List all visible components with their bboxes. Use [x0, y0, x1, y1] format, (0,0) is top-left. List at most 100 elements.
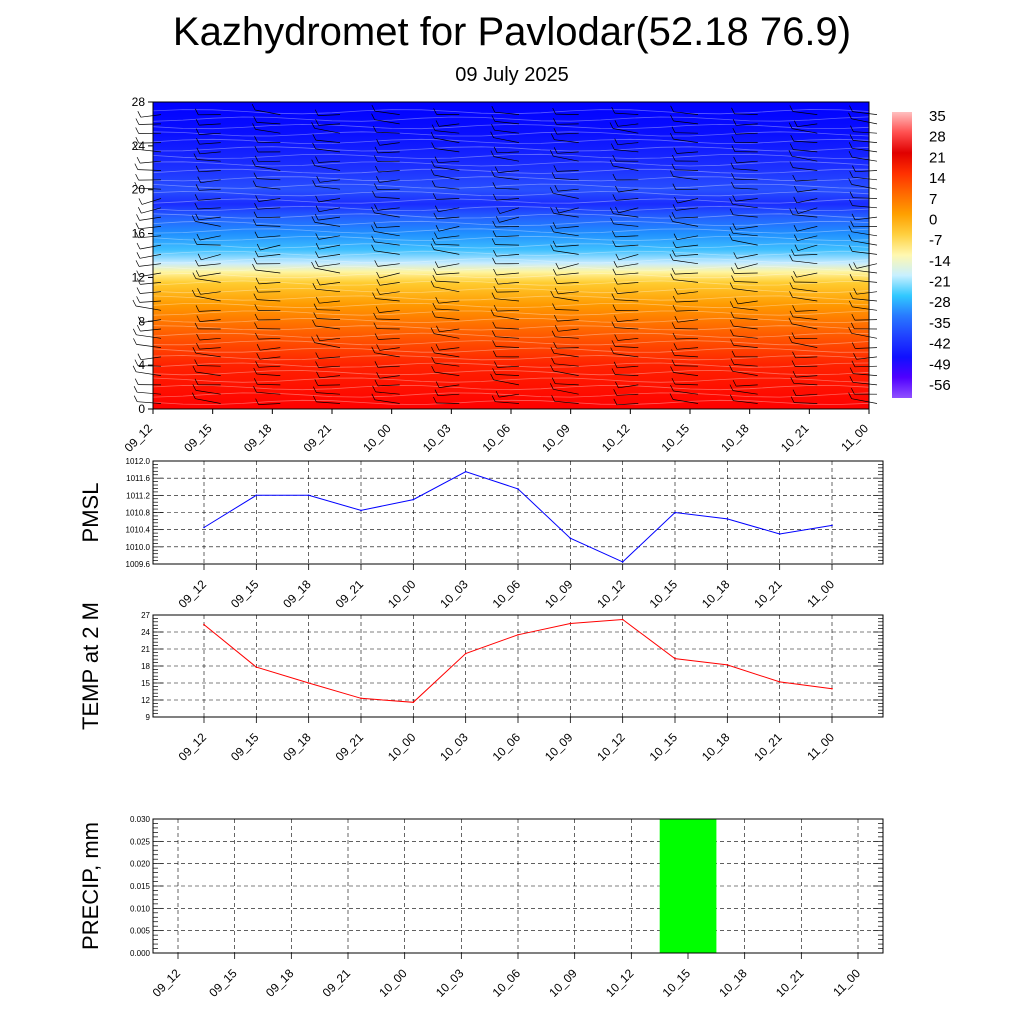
- wind-barb: [797, 188, 818, 193]
- wind-barb-feather: [374, 361, 379, 368]
- wind-barb-feather: [731, 172, 735, 180]
- wind-barb-feather: [674, 196, 678, 204]
- wind-barb-feather: [672, 332, 677, 340]
- wind-barb: [137, 187, 162, 190]
- wind-barb: [379, 272, 400, 279]
- wind-barb-feather: [850, 220, 854, 227]
- wind-barb: [258, 291, 281, 293]
- wind-barb: [375, 298, 400, 302]
- wind-barb-feather: [316, 278, 321, 286]
- wind-barb: [734, 281, 758, 283]
- wind-barb-feather: [135, 173, 139, 181]
- temp-point: [517, 634, 519, 636]
- pmsl-point: [307, 494, 310, 497]
- wind-barb: [733, 307, 758, 311]
- wind-barb-feather: [493, 304, 498, 312]
- wind-barb-feather: [191, 392, 196, 399]
- wind-barb-feather: [732, 223, 737, 230]
- wind-barb-feather: [192, 272, 197, 279]
- wind-barb-feather: [435, 120, 440, 127]
- wind-barb: [614, 327, 639, 330]
- y-tick-label: 0.025: [130, 837, 151, 846]
- wind-barb-feather: [492, 350, 497, 357]
- wind-barb: [616, 403, 639, 406]
- wind-barb: [377, 151, 400, 154]
- wind-barb-feather: [789, 282, 794, 289]
- wind-barb-feather: [792, 305, 796, 312]
- wind-barb-feather: [491, 170, 495, 177]
- wind-barb: [318, 123, 341, 126]
- x-tick-label: 10_21: [773, 966, 807, 1000]
- wind-barb-feather: [672, 204, 677, 211]
- wind-barb-feather: [730, 358, 735, 365]
- wind-barb: [497, 151, 520, 154]
- colorbar-gradient: [892, 112, 912, 398]
- wind-barb: [617, 337, 639, 341]
- wind-barb: [792, 167, 818, 171]
- wind-barb-feather: [133, 338, 137, 345]
- wind-barb-feather: [733, 156, 737, 164]
- wind-barb: [496, 198, 520, 201]
- wind-barb-feather: [611, 340, 616, 347]
- wind-barb-feather: [376, 288, 381, 295]
- colorbar-label: 28: [929, 129, 946, 146]
- wind-barb: [496, 272, 520, 276]
- wind-barb-feather: [255, 277, 260, 285]
- wind-barb-feather: [610, 143, 615, 150]
- wind-barb: [199, 272, 221, 277]
- wind-barb-feather: [431, 238, 436, 245]
- wind-barb: [795, 179, 818, 182]
- wind-barb-feather: [372, 385, 376, 393]
- wind-barb-feather: [553, 147, 558, 154]
- wind-barb-feather: [195, 270, 200, 277]
- wind-barb-feather: [311, 261, 315, 269]
- wind-barb: [615, 235, 639, 238]
- wind-barb-feather: [435, 381, 440, 388]
- wind-barb-feather: [550, 207, 554, 214]
- wind-barb-feather: [371, 104, 376, 112]
- wind-barb: [553, 213, 579, 218]
- wind-barb-feather: [672, 250, 676, 257]
- wind-barb-feather: [197, 253, 202, 260]
- x-tick-label: 10_06: [490, 577, 524, 611]
- wind-barb: [195, 278, 221, 283]
- wind-barb-feather: [430, 243, 435, 250]
- pmsl-point: [569, 537, 572, 539]
- wind-barb: [493, 137, 520, 143]
- cross-section-x-axis: 09_12 09_15 09_18 09_21 10_00 10_03 10_06 10_09…: [122, 409, 871, 455]
- wind-barb-feather: [731, 136, 736, 143]
- wind-barb-feather: [314, 109, 319, 116]
- y-tick-label: 1009.6: [126, 560, 151, 569]
- wind-barb-feather: [730, 311, 735, 319]
- wind-barb-feather: [671, 126, 676, 133]
- wind-barb-feather: [732, 127, 737, 135]
- wind-barb: [556, 132, 579, 135]
- wind-barb: [255, 269, 281, 274]
- wind-barb: [436, 272, 460, 275]
- pmsl-point: [464, 470, 467, 473]
- wind-barb: [495, 235, 520, 238]
- wind-barb-feather: [137, 353, 142, 360]
- wind-barb-feather: [496, 207, 501, 214]
- wind-barb-feather: [138, 198, 143, 205]
- x-tick-label: 10_09: [539, 421, 573, 455]
- wind-barb: [614, 112, 639, 115]
- wind-barb: [496, 254, 520, 257]
- wind-barb: [854, 319, 878, 321]
- wind-barb-feather: [490, 131, 494, 138]
- wind-barb: [613, 353, 639, 358]
- wind-barb-feather: [491, 330, 496, 337]
- temp-point: [831, 687, 833, 690]
- wind-barb: [434, 352, 460, 358]
- wind-barb-feather: [432, 274, 437, 282]
- wind-barb-feather: [550, 244, 554, 251]
- wind-barb-feather: [253, 367, 258, 375]
- x-tick-label: 10_06: [490, 730, 524, 764]
- wind-barb-feather: [552, 303, 556, 310]
- wind-barb-feather: [611, 293, 616, 300]
- wind-barb: [675, 337, 699, 340]
- wind-barb: [797, 207, 818, 214]
- wind-barb: [672, 399, 699, 404]
- y-tick-label: 0.020: [130, 860, 151, 869]
- wind-barb: [732, 232, 758, 237]
